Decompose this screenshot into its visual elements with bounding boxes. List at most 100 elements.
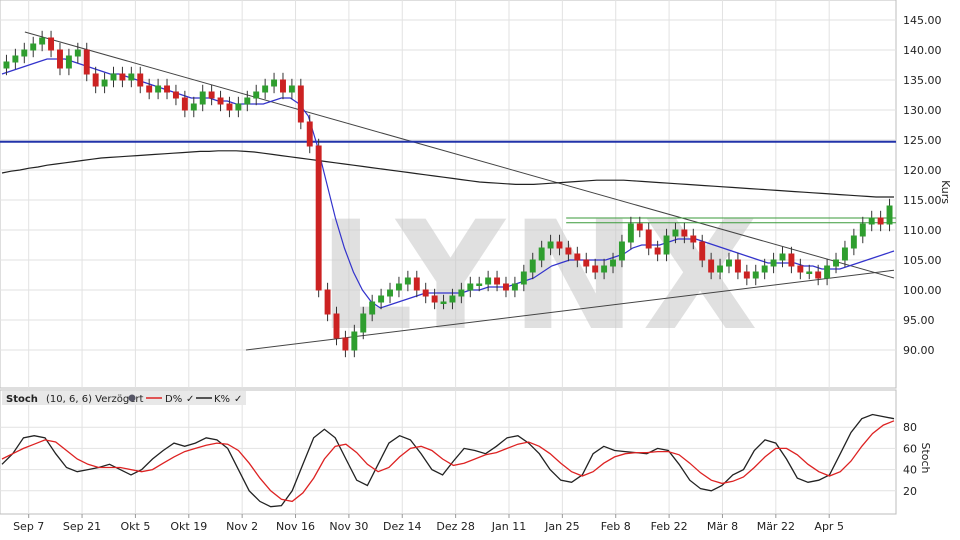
candle [886,198,893,232]
candle [601,258,608,280]
candle [48,30,55,58]
x-tick-label: Nov 16 [276,520,315,533]
price-y-tick-label: 100.00 [903,284,942,297]
candle [717,258,724,280]
candle [850,228,857,256]
candle [217,90,224,112]
candle [297,78,304,130]
candle [485,270,492,292]
x-tick-label: Feb 22 [651,520,688,533]
candle [333,306,340,346]
candle [92,66,99,94]
candle [494,270,501,292]
candle [387,282,393,304]
legend-d-check-icon[interactable]: ✓ [186,394,194,405]
x-tick-label: Mär 8 [707,520,738,533]
price-y-tick-label: 125.00 [903,134,942,147]
price-y-tick-label: 90.00 [903,344,935,357]
x-tick-label: Feb 8 [601,520,631,533]
candle [547,234,554,256]
price-y-tick-label: 120.00 [903,164,942,177]
candle [833,252,839,274]
candle [699,234,706,268]
price-y-tick-label: 105.00 [903,254,942,267]
candle [360,306,367,340]
candle [859,216,866,244]
x-tick-label: Sep 7 [13,520,44,533]
x-tick-label: Dez 14 [383,520,422,533]
candle [476,276,483,292]
x-tick-label: Sep 21 [63,520,101,533]
candle [503,276,509,298]
settings-icon[interactable] [128,394,136,402]
x-tick-label: Nov 2 [226,520,258,533]
x-tick-label: Nov 30 [329,520,368,533]
candle [824,258,831,286]
candle [752,264,759,286]
candle [815,264,822,286]
candle [315,138,322,298]
x-tick-label: Jan 25 [544,520,579,533]
candle [342,330,349,358]
sma-200-line [1,150,894,198]
candle [3,54,10,76]
candle [627,216,634,250]
candle [351,324,358,358]
candle [128,66,135,88]
candle [271,72,278,94]
candle [155,78,162,100]
stoch-y-axis-title: Stoch [919,442,932,473]
candle [226,96,233,118]
candle [868,210,875,232]
candle [690,228,697,250]
candle [262,78,269,100]
candle [770,252,777,274]
candle [83,42,90,82]
candle [378,288,385,310]
candle [592,258,599,280]
stoch-d-line [1,420,895,503]
candle [440,294,447,310]
candle [57,42,63,76]
candle [244,90,251,112]
candle [253,84,260,106]
candlesticks [3,30,893,358]
candle [422,282,429,304]
candle [743,264,750,286]
candle [280,72,286,100]
candle [654,240,661,262]
price-y-tick-label: 135.00 [903,74,942,87]
candle [556,234,563,256]
price-y-axis: 145.00 140.00 135.00 130.00 125.00 120.00 115.… [903,14,942,357]
candle [199,84,206,112]
candle [369,294,376,322]
candle [458,282,465,304]
candle [618,234,625,268]
candle [324,282,331,322]
candle [146,78,153,100]
candle [877,210,884,232]
candle [74,42,81,64]
candle [39,30,46,52]
candle [529,252,536,280]
stoch-legend: Stoch (10, 6, 6) Verzögert D% ✓ K% ✓ [2,391,246,405]
stoch-y-axis: 80 60 40 20 [903,421,917,498]
candle [119,66,126,88]
candle [137,66,144,94]
stoch-legend-params: (10, 6, 6) Verzögert [46,394,143,405]
candle [511,276,518,298]
candle [574,246,581,268]
candle [779,246,786,268]
stoch-y-tick-label: 60 [903,442,917,455]
candle [21,42,28,64]
candle [734,252,741,280]
legend-k-check-icon[interactable]: ✓ [234,394,242,405]
x-tick-label: Mär 22 [757,520,795,533]
stoch-y-tick-label: 40 [903,464,917,477]
x-tick-label: Okt 19 [170,520,207,533]
candle [583,252,590,274]
stoch-k-line [1,413,895,508]
candle [413,270,420,298]
candle [806,264,813,280]
